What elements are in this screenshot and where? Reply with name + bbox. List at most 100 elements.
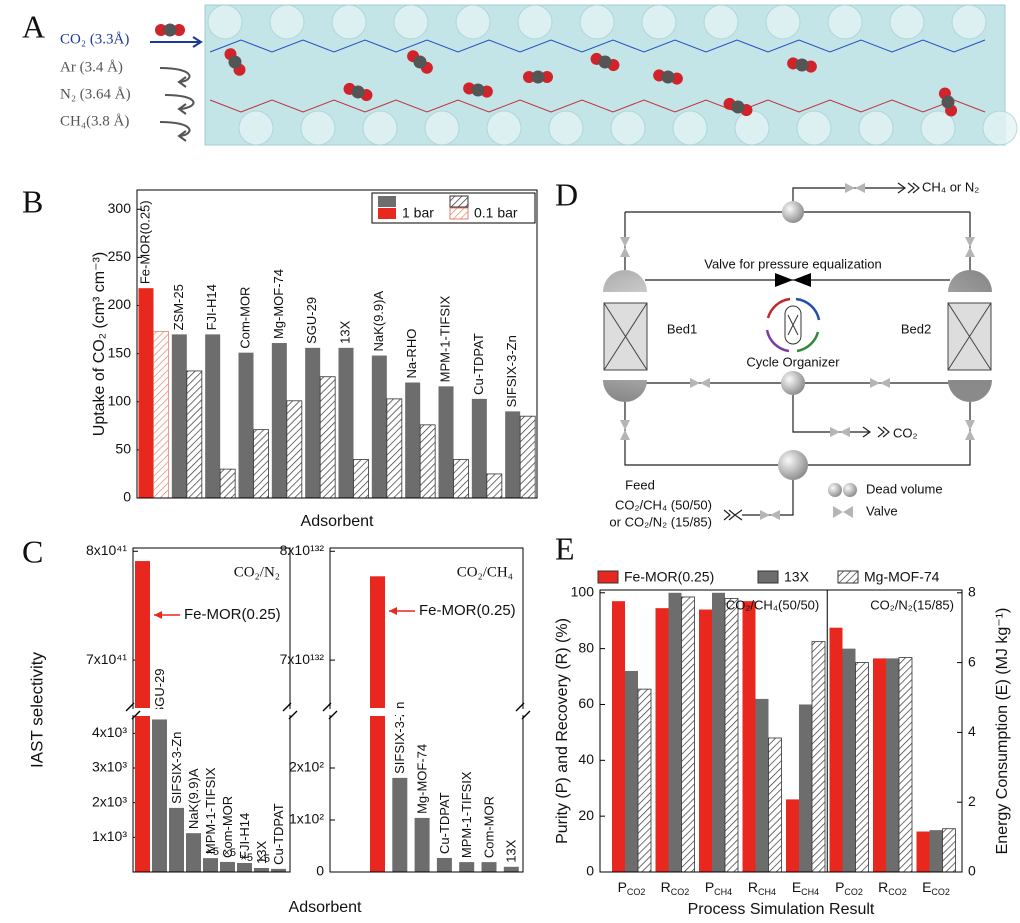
- legend-label: Mg-MOF-74: [864, 569, 940, 585]
- bar: [481, 862, 497, 872]
- y2-tick-label: 8: [968, 583, 976, 599]
- x-axis-label: Adsorbent: [289, 899, 362, 916]
- atom-o: [523, 71, 535, 83]
- panel-label: E: [555, 530, 575, 566]
- molecule: [224, 48, 246, 76]
- pore-cage: [827, 4, 863, 40]
- dead-volume: [778, 450, 808, 480]
- pore-cage: [548, 110, 584, 146]
- y-tick-label: 40: [578, 751, 594, 767]
- y-tick-label: 250: [108, 248, 132, 264]
- bar: [829, 627, 843, 872]
- bar: [135, 716, 150, 872]
- y-tick-label: 100: [571, 583, 595, 599]
- x-tick-label: RCO2: [661, 879, 690, 898]
- bar: [238, 352, 254, 498]
- category-sub: CH4: [714, 887, 732, 897]
- x-tick-label: 13X: [337, 320, 352, 343]
- x-tick-label: MPM-1-TIFSIX: [459, 771, 474, 858]
- bar: [855, 662, 869, 873]
- y2-tick-label: 4: [968, 723, 976, 739]
- x-tick-label: PCO2: [835, 879, 863, 898]
- y-tick-label: 2x10²: [289, 759, 324, 775]
- x-tick-label: Na-RHO: [404, 329, 419, 379]
- y-axis-label: Uptake of CO₂ (cm³ cm⁻³): [91, 252, 108, 436]
- annotation-arrowhead: [154, 611, 162, 619]
- legend-swatch: [449, 195, 469, 208]
- x-tick-label: Mg-MOF-74: [271, 269, 286, 339]
- legend-sphere: [828, 483, 842, 497]
- bar: [712, 592, 725, 872]
- category-main: P: [618, 879, 627, 895]
- x-tick-label: Mg-MOF-74: [415, 744, 430, 814]
- bar: [237, 862, 252, 872]
- molecule: [590, 52, 620, 72]
- molecule: [343, 82, 373, 102]
- bed-cap: [603, 270, 992, 402]
- bar: [286, 400, 303, 499]
- bar: [392, 777, 408, 872]
- x-axis-label: Process Simulation Result: [688, 901, 875, 918]
- feed-option: or CO₂/N₂ (15/85): [609, 514, 712, 529]
- category-main: E: [792, 879, 801, 895]
- y-tick-label: 1x10²: [289, 811, 324, 827]
- category-main: R: [878, 879, 888, 895]
- y-tick-label: 0: [316, 863, 324, 879]
- x-tick-label: MPM-1-TIFSIX: [437, 295, 452, 382]
- category-main: E: [922, 879, 931, 895]
- atom-c: [941, 95, 955, 109]
- bar: [505, 411, 521, 498]
- bar: [438, 386, 454, 498]
- bar: [755, 698, 769, 872]
- pore-cage: [982, 110, 1018, 146]
- bar: [786, 799, 799, 872]
- pore-cage: [300, 110, 336, 146]
- y-tick-label: 50: [115, 441, 131, 457]
- molecule: [155, 23, 185, 37]
- bar: [942, 828, 956, 873]
- x-tick-label: Cu-TDPAT: [471, 333, 486, 395]
- x-tick-label: ECO2: [922, 879, 950, 898]
- annotation: Fe-MOR(0.25): [419, 602, 516, 619]
- bar: [724, 597, 739, 873]
- chart-title: CO₂/CH₄: [457, 564, 513, 580]
- feed-option: CO₂/CH₄ (50/50): [615, 497, 712, 512]
- x-tick-label: 13X: [254, 841, 269, 864]
- bar: [135, 561, 150, 708]
- y-tick-label: 60: [578, 695, 594, 711]
- section-title: CO₂/N₂(15/85): [870, 597, 954, 612]
- pore-cage: [331, 4, 367, 40]
- bar: [371, 355, 387, 498]
- x-tick-label: ZSM-25: [171, 284, 186, 330]
- atom-c: [351, 85, 365, 99]
- molecule: [653, 69, 683, 85]
- bar: [742, 601, 756, 872]
- atom-c: [228, 55, 242, 69]
- category-sub: CO2: [844, 887, 863, 897]
- y-axis-label: IAST selectivity: [27, 652, 46, 768]
- y-tick-label: 1x10³: [92, 828, 127, 844]
- x-tick-label: FJI-H14: [237, 813, 252, 859]
- x-tick-label: FJI-H14: [204, 284, 219, 330]
- pore-cage: [734, 110, 770, 146]
- category-sub: CH4: [758, 887, 776, 897]
- atom-c: [731, 100, 745, 114]
- x-tick-label: SIFSIX-3-Zn: [504, 335, 519, 407]
- legend-label: Dead volume: [866, 481, 943, 496]
- bed: [603, 302, 648, 371]
- chart-title: CO₂/N₂: [234, 564, 280, 580]
- y-tick-label: 4x10³: [92, 724, 127, 740]
- break-mark: [515, 702, 531, 720]
- y-tick-label: 80: [578, 639, 594, 655]
- bar: [353, 459, 369, 499]
- arrow: [150, 36, 203, 48]
- x-tick-label: Com-MOR: [237, 287, 252, 349]
- pore-cage: [455, 4, 491, 40]
- bar: [186, 833, 201, 872]
- bar: [799, 704, 812, 872]
- legend-label: 0.1 bar: [474, 205, 518, 221]
- bar: [370, 716, 385, 872]
- y-tick-label: 2x10³: [92, 793, 127, 809]
- bar: [253, 429, 269, 499]
